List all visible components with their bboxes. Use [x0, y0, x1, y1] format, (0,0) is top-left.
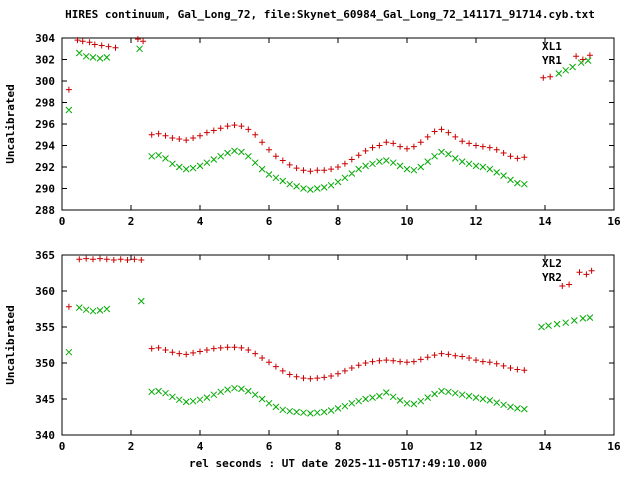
x-tick-label: 10: [400, 215, 413, 228]
y-tick-label: 340: [35, 429, 55, 442]
y-tick-label: 365: [35, 249, 55, 262]
x-tick-label: 14: [538, 440, 552, 453]
x-tick-label: 2: [128, 215, 135, 228]
y-tick-label: 302: [35, 54, 55, 67]
legend-label: YR1: [542, 54, 562, 67]
y-tick-label: 350: [35, 357, 55, 370]
x-tick-label: 12: [469, 215, 482, 228]
x-tick-label: 0: [59, 440, 66, 453]
y-tick-label: 300: [35, 75, 55, 88]
y-axis-label: Uncalibrated: [4, 84, 17, 163]
legend-label: XL1: [542, 40, 562, 53]
y-tick-label: 288: [35, 204, 55, 217]
y-tick-label: 345: [35, 393, 55, 406]
x-tick-label: 16: [607, 215, 621, 228]
y-tick-label: 355: [35, 321, 55, 334]
y-tick-label: 290: [35, 183, 55, 196]
y-tick-label: 296: [35, 118, 55, 131]
x-tick-label: 8: [335, 215, 342, 228]
legend-label: YR2: [542, 271, 562, 284]
x-tick-label: 14: [538, 215, 552, 228]
y-tick-label: 298: [35, 97, 55, 110]
x-tick-label: 12: [469, 440, 482, 453]
x-tick-label: 6: [266, 215, 273, 228]
x-tick-label: 16: [607, 440, 621, 453]
top-panel: 0 2 4 6 8 10 12 14 16 288 290 292 294 296 298 300 302 304…: [4, 32, 621, 228]
chart-title: HIRES continuum, Gal_Long_72, file:Skyne…: [65, 8, 595, 21]
y-tick-label: 360: [35, 285, 55, 298]
y-tick-label: 304: [35, 32, 55, 45]
y-tick-label: 294: [35, 140, 55, 153]
y-axis-label: Uncalibrated: [4, 305, 17, 384]
series-XL2-points: [65, 255, 595, 382]
x-axis-label: rel seconds : UT date 2025-11-05T17:49:1…: [189, 457, 487, 470]
x-tick-label: 6: [266, 440, 273, 453]
x-tick-label: 4: [197, 440, 204, 453]
y-tick-label: 292: [35, 161, 55, 174]
x-tick-label: 4: [197, 215, 204, 228]
x-tick-label: 0: [59, 215, 66, 228]
legend-label: XL2: [542, 257, 562, 270]
series-YR2-points: [65, 297, 594, 417]
series-YR1-points: [65, 45, 592, 193]
x-tick-label: 8: [335, 440, 342, 453]
x-tick-label: 10: [400, 440, 413, 453]
series-XL1-points: [65, 36, 593, 175]
bottom-panel: 0 2 4 6 8 10 12 14 16 340 345 350 355 360 365 Uncalibra…: [4, 249, 621, 453]
x-tick-label: 2: [128, 440, 135, 453]
